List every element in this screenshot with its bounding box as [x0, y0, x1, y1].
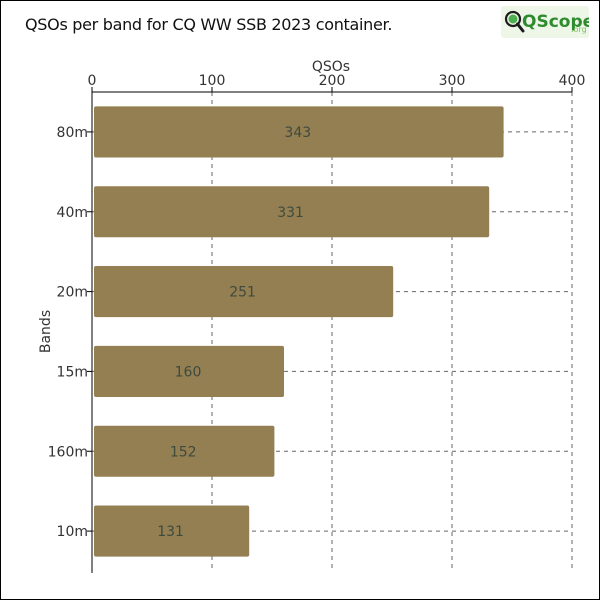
y-tick-label: 40m: [57, 205, 88, 221]
x-axis-title: QSOs: [312, 59, 350, 75]
bar-value-label: 131: [157, 524, 184, 540]
x-tick-label: 400: [559, 73, 586, 89]
bar-40m: [94, 186, 490, 238]
y-tick-label: 80m: [57, 125, 88, 141]
x-tick-label: 100: [199, 73, 226, 89]
y-tick-label: 160m: [48, 444, 88, 460]
y-tick-label: 20m: [57, 285, 88, 301]
y-tick-label: 10m: [57, 524, 88, 540]
qscope-logo: QScope .org: [501, 6, 589, 38]
bar-80m: [94, 106, 504, 158]
x-tick-label: 300: [439, 73, 466, 89]
x-tick-label: 0: [88, 73, 97, 89]
bar-160m: [94, 425, 275, 477]
bar-value-label: 251: [229, 285, 256, 301]
bar-value-label: 331: [277, 205, 304, 221]
bar-10m: [94, 505, 250, 557]
bar-20m: [94, 266, 394, 318]
logo-suffix: .org: [571, 25, 587, 34]
bar-value-label: 152: [170, 444, 197, 460]
x-tick-label: 200: [319, 73, 346, 89]
logo-text: QScope: [522, 12, 589, 32]
y-tick-label: 15m: [57, 364, 88, 380]
bar-15m: [94, 345, 284, 397]
bar-value-label: 343: [284, 125, 311, 141]
bar-value-label: 160: [175, 364, 202, 380]
y-axis-title: Bands: [38, 310, 54, 353]
chart-title: QSOs per band for CQ WW SSB 2023 contain…: [25, 15, 393, 34]
